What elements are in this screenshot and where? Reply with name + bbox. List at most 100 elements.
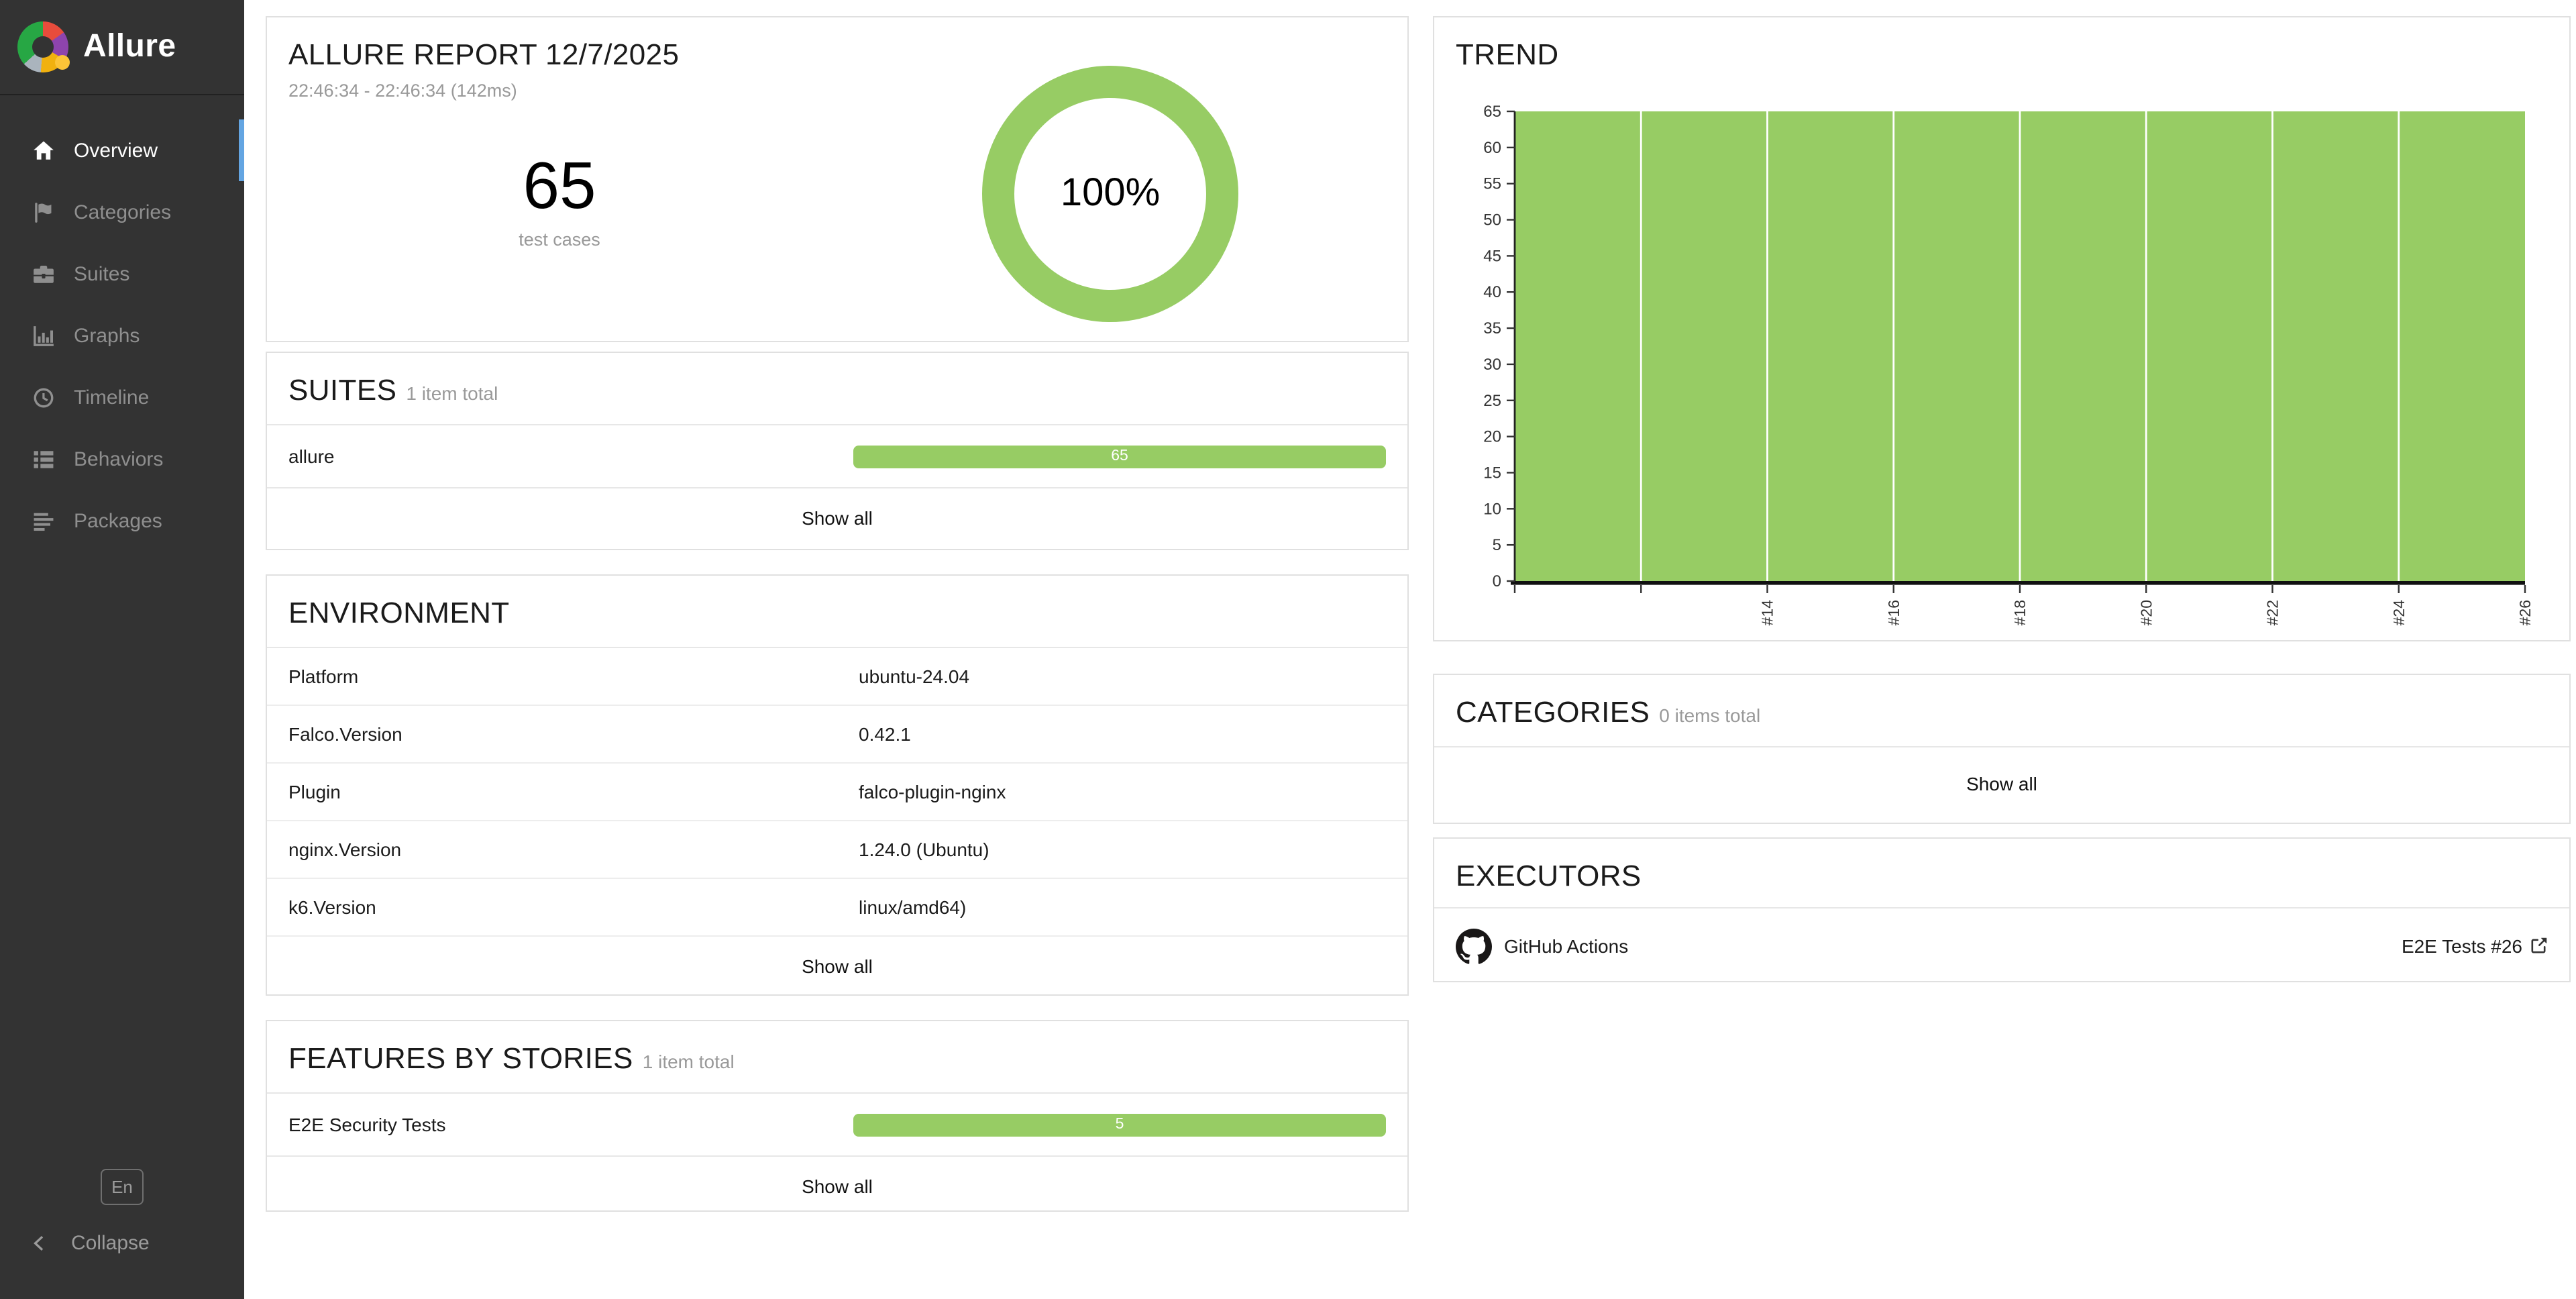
success-rate-value: 100% — [1060, 172, 1161, 215]
env-value: 1.24.0 (Ubuntu) — [859, 839, 989, 860]
sidebar-item-timeline[interactable]: Timeline — [0, 366, 244, 428]
logo[interactable]: Allure — [0, 0, 244, 95]
categories-title: CATEGORIES — [1456, 695, 1650, 729]
environment-row: Falco.Version 0.42.1 — [267, 706, 1407, 764]
executors-title: EXECUTORS — [1456, 859, 1642, 892]
sidebar-item-label: Packages — [74, 509, 162, 532]
suite-row[interactable]: allure 65 — [267, 425, 1407, 488]
environment-card: ENVIRONMENT Platform ubuntu-24.04 Falco.… — [266, 574, 1409, 996]
executor-row: GitHub Actions E2E Tests #26 — [1434, 908, 2569, 981]
svg-text:15: 15 — [1483, 464, 1501, 482]
environment-row: Platform ubuntu-24.04 — [267, 648, 1407, 706]
svg-text:#24: #24 — [2390, 600, 2408, 626]
language-toggle[interactable]: En — [101, 1169, 144, 1205]
svg-text:#18: #18 — [2011, 600, 2029, 625]
sidebar-item-packages[interactable]: Packages — [0, 490, 244, 552]
svg-text:65: 65 — [1483, 103, 1501, 121]
testcases-count: 65 — [523, 150, 596, 223]
executors-card: EXECUTORS GitHub Actions E2E Tests #26 — [1433, 837, 2571, 982]
sidebar-item-overview[interactable]: Overview — [0, 119, 244, 181]
svg-text:55: 55 — [1483, 175, 1501, 193]
github-icon — [1456, 928, 1492, 964]
svg-text:#14: #14 — [1759, 600, 1776, 626]
sidebar-item-graphs[interactable]: Graphs — [0, 305, 244, 366]
success-rate-donut[interactable]: 100% — [982, 66, 1238, 322]
sidebar-item-label: Behaviors — [74, 448, 164, 470]
report-time-range: 22:46:34 - 22:46:34 (142ms) — [288, 81, 517, 101]
chevron-left-icon — [34, 1236, 44, 1251]
features-count: 1 item total — [642, 1051, 735, 1072]
trend-card: TREND 0 5 10 15 20 25 30 35 40 45 50 55 60 65 #14 #16 #1… — [1433, 16, 2571, 641]
sidebar-item-suites[interactable]: Suites — [0, 243, 244, 305]
features-show-all-link[interactable]: Show all — [802, 1176, 873, 1197]
executor-build-label: E2E Tests #26 — [2401, 935, 2522, 957]
suites-card: SUITES 1 item total allure 65 Show all — [266, 352, 1409, 550]
environment-title: ENVIRONMENT — [288, 596, 510, 629]
features-title: FEATURES BY STORIES — [288, 1041, 633, 1075]
active-indicator — [239, 119, 244, 181]
sidebar-item-label: Overview — [74, 139, 158, 162]
suite-name: allure — [288, 446, 335, 467]
svg-text:#20: #20 — [2137, 600, 2155, 625]
summary-card: ALLURE REPORT 12/7/2025 22:46:34 - 22:46… — [266, 16, 1409, 342]
collapse-button[interactable]: Collapse — [31, 1232, 150, 1255]
svg-text:5: 5 — [1493, 536, 1501, 554]
trend-title: TREND — [1456, 38, 1559, 71]
sidebar-item-behaviors[interactable]: Behaviors — [0, 428, 244, 490]
sidebar-item-label: Timeline — [74, 386, 150, 409]
executor-name: GitHub Actions — [1504, 935, 1629, 957]
allure-logo-icon — [17, 21, 70, 72]
categories-count: 0 items total — [1659, 705, 1761, 726]
report-title: ALLURE REPORT 12/7/2025 — [288, 38, 680, 71]
features-by-stories-card: FEATURES BY STORIES 1 item total E2E Sec… — [266, 1020, 1409, 1212]
suite-passed-bar: 65 — [853, 445, 1386, 468]
feature-row[interactable]: E2E Security Tests 5 — [267, 1094, 1407, 1157]
env-value: 0.42.1 — [859, 723, 911, 745]
total-testcases: 65 test cases — [439, 153, 680, 250]
home-icon — [32, 139, 55, 162]
svg-text:25: 25 — [1483, 392, 1501, 410]
environment-row: Plugin falco-plugin-nginx — [267, 764, 1407, 821]
svg-text:35: 35 — [1483, 319, 1501, 337]
executor-build-link[interactable]: E2E Tests #26 — [2402, 935, 2548, 957]
env-value: falco-plugin-nginx — [859, 781, 1006, 802]
sidebar-item-categories[interactable]: Categories — [0, 181, 244, 243]
suites-title: SUITES — [288, 373, 397, 407]
bar-chart-icon — [32, 324, 55, 347]
feature-passed-bar: 5 — [853, 1113, 1386, 1136]
env-key: Falco.Version — [288, 723, 402, 745]
testcases-caption: test cases — [519, 229, 600, 250]
svg-text:45: 45 — [1483, 247, 1501, 265]
align-left-icon — [32, 509, 55, 532]
feature-name: E2E Security Tests — [288, 1114, 446, 1135]
briefcase-icon — [32, 262, 55, 285]
env-value: linux/amd64) — [859, 896, 967, 918]
svg-text:#16: #16 — [1885, 600, 1902, 625]
svg-text:#22: #22 — [2264, 600, 2282, 625]
env-value: ubuntu-24.04 — [859, 666, 970, 687]
sidebar-item-label: Suites — [74, 262, 130, 285]
collapse-label: Collapse — [71, 1232, 150, 1255]
environment-row: k6.Version linux/amd64) — [267, 879, 1407, 937]
trend-chart-svg: 0 5 10 15 20 25 30 35 40 45 50 55 60 65 #14 #16 #18 #20 #2… — [1483, 103, 2534, 626]
suites-count: 1 item total — [406, 382, 498, 404]
flag-icon — [32, 201, 55, 223]
env-key: Platform — [288, 666, 359, 687]
sidebar-item-label: Categories — [74, 201, 172, 223]
categories-show-all-link[interactable]: Show all — [1966, 773, 2037, 794]
list-icon — [32, 448, 55, 470]
sidebar-nav: Overview Categories Suites Graphs — [0, 119, 244, 552]
env-key: k6.Version — [288, 896, 376, 918]
env-key: nginx.Version — [288, 839, 402, 860]
suites-show-all-link[interactable]: Show all — [802, 507, 873, 529]
main-content: ALLURE REPORT 12/7/2025 22:46:34 - 22:46… — [244, 0, 2576, 1299]
svg-text:40: 40 — [1483, 283, 1501, 301]
feature-passed-count: 5 — [1115, 1116, 1124, 1133]
categories-card: CATEGORIES 0 items total Show all — [1433, 674, 2571, 824]
suite-passed-count: 65 — [1111, 448, 1128, 464]
svg-text:20: 20 — [1483, 428, 1501, 446]
environment-show-all-link[interactable]: Show all — [802, 955, 873, 977]
sidebar: Allure Overview Categories Suites — [0, 0, 244, 1299]
svg-text:10: 10 — [1483, 500, 1501, 518]
